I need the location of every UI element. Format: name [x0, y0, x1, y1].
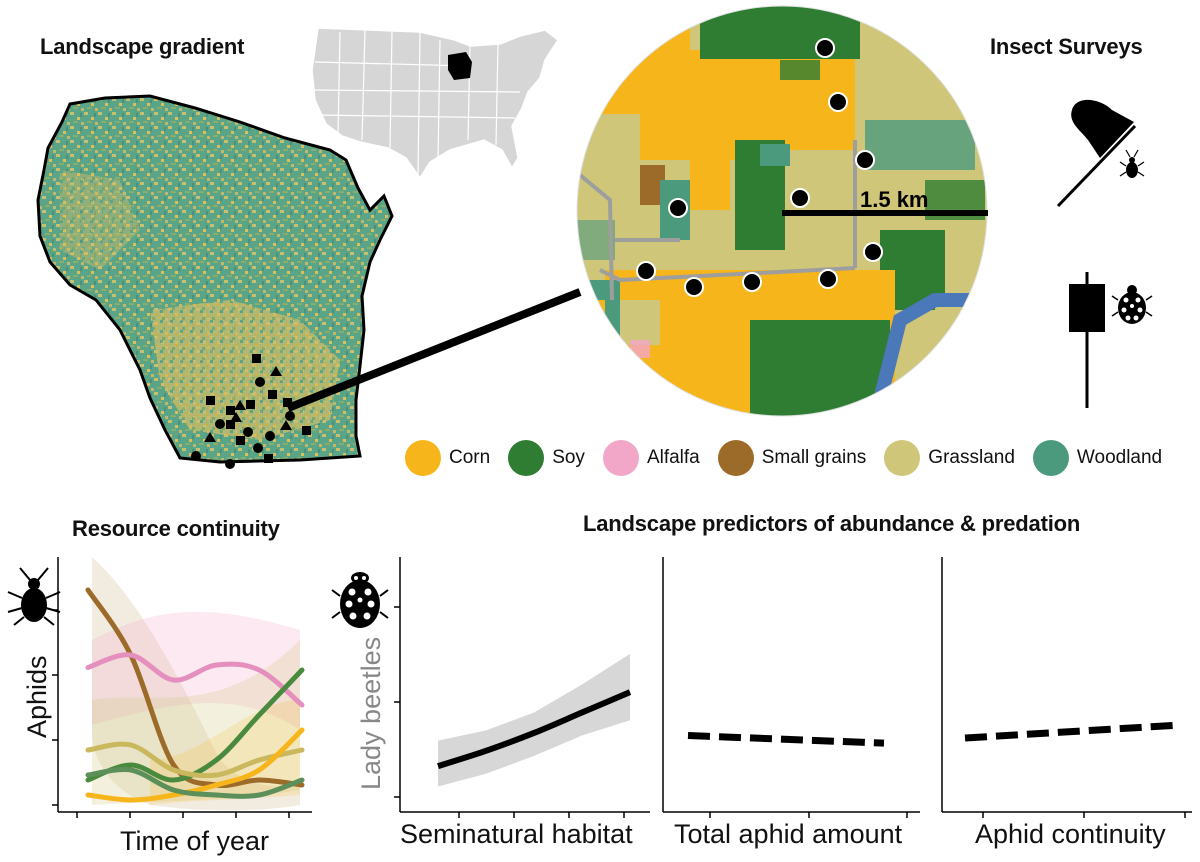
- legend-swatch-grassland: [884, 440, 921, 476]
- axes-seminatural: [394, 557, 650, 818]
- wisconsin-highlight: [448, 52, 472, 80]
- legend-swatch-woodland: [1032, 440, 1069, 476]
- legend-label-soy: Soy: [552, 447, 585, 468]
- legend-swatch-small-grains: [717, 440, 754, 476]
- axes-total-aphid: [662, 557, 920, 818]
- lady-beetle-icon: [331, 572, 389, 628]
- legend-label-small-grains: Small grains: [761, 447, 867, 468]
- title-insect-surveys: Insect Surveys: [990, 34, 1143, 59]
- boxplot-icon: [1069, 272, 1105, 408]
- aphid-series-line-5: [85, 766, 305, 799]
- wisconsin-map: [36, 94, 394, 469]
- legend-swatch-alfalfa: [602, 440, 639, 476]
- aphid-icon-small: [1119, 149, 1145, 178]
- sweep-net-icon: [1056, 99, 1137, 208]
- aphid-series-line-0: [85, 587, 305, 789]
- xlabel-total-aphid-amount: Total aphid amount: [674, 819, 903, 849]
- title-resource-continuity: Resource continuity: [72, 516, 280, 541]
- legend-swatch-soy: [508, 440, 545, 476]
- resource-lines: [85, 587, 305, 803]
- land-cover-legend: Corn Soy Alfalfa Small grains Grassland …: [405, 440, 1175, 476]
- legend-label-alfalfa: Alfalfa: [646, 447, 700, 468]
- legend-item-soy: Soy: [508, 440, 585, 476]
- aphid-continuity-fit-line: [964, 721, 1176, 742]
- xlabel-time-of-year: Time of year: [120, 826, 270, 856]
- top-diagram: 1.5 km: [36, 5, 1153, 469]
- scale-bar-label: 1.5 km: [860, 187, 929, 212]
- legend-item-corn: Corn: [405, 440, 490, 476]
- ylabel-aphids: Aphids: [22, 655, 52, 738]
- title-landscape-gradient: Landscape gradient: [40, 34, 245, 59]
- legend-label-grassland: Grassland: [928, 447, 1015, 468]
- legend-swatch-corn: [405, 440, 441, 476]
- legend-label-corn: Corn: [449, 447, 491, 468]
- aphid-continuity-effect: [964, 721, 1176, 742]
- aphid-series-line-2: [85, 667, 305, 783]
- axes-aphid-continuity: [941, 557, 1192, 818]
- legend-item-alfalfa: Alfalfa: [602, 440, 700, 476]
- lady-beetle-icon-small: [1111, 285, 1153, 324]
- zoom-connector-line: [286, 288, 582, 412]
- sampling-points: [636, 38, 883, 297]
- seminatural-fit-line: [437, 689, 632, 769]
- survey-site-markers: [191, 354, 311, 469]
- aphid-series-line-3: [85, 741, 305, 779]
- xlabel-seminatural-habitat: Seminatural habitat: [400, 819, 633, 849]
- axes-resource: [52, 557, 312, 818]
- legend-label-woodland: Woodland: [1076, 447, 1163, 468]
- total-aphid-effect: [687, 732, 885, 747]
- seminatural-ci-ribbon: [438, 653, 630, 787]
- ylabel-lady-beetles: Lady beetles: [356, 636, 386, 790]
- aphid-icon: [7, 567, 61, 626]
- title-landscape-predictors: Landscape predictors of abundance & pred…: [583, 511, 1081, 536]
- xlabel-aphid-continuity: Aphid continuity: [975, 819, 1166, 849]
- aphid-series-line-4: [85, 727, 305, 803]
- legend-item-woodland: Woodland: [1032, 440, 1163, 476]
- resource-ribbons: [92, 557, 300, 811]
- legend-item-grassland: Grassland: [884, 440, 1015, 476]
- seminatural-effect: [437, 653, 632, 787]
- usa-map: [311, 27, 560, 180]
- total-aphid-fit-line: [687, 732, 885, 747]
- aphid-series-line-1: [85, 652, 305, 708]
- legend-item-small-grains: Small grains: [717, 440, 867, 476]
